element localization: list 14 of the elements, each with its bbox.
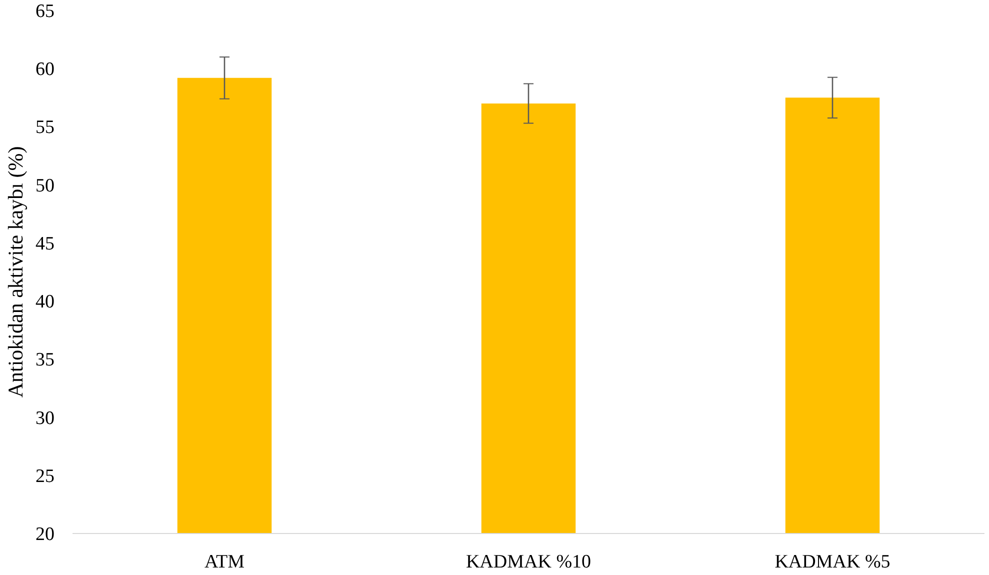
y-tick-label: 20 (36, 524, 54, 545)
x-tick-label: KADMAK %5 (774, 552, 890, 572)
y-tick-label: 50 (36, 175, 54, 196)
x-tick-label: ATM (204, 552, 245, 572)
y-tick-label: 65 (36, 1, 54, 22)
y-tick-label: 25 (36, 466, 54, 487)
y-tick-label: 35 (36, 350, 54, 371)
y-tick-label: 45 (36, 233, 54, 254)
y-tick-label: 60 (36, 59, 54, 80)
y-tick-label: 55 (36, 117, 54, 138)
y-tick-label: 30 (36, 408, 54, 429)
x-tick-label: KADMAK %10 (466, 552, 592, 572)
y-axis-title: Antiokidan aktivite kaybı (%) (4, 146, 28, 398)
y-tick-label: 40 (36, 292, 54, 313)
